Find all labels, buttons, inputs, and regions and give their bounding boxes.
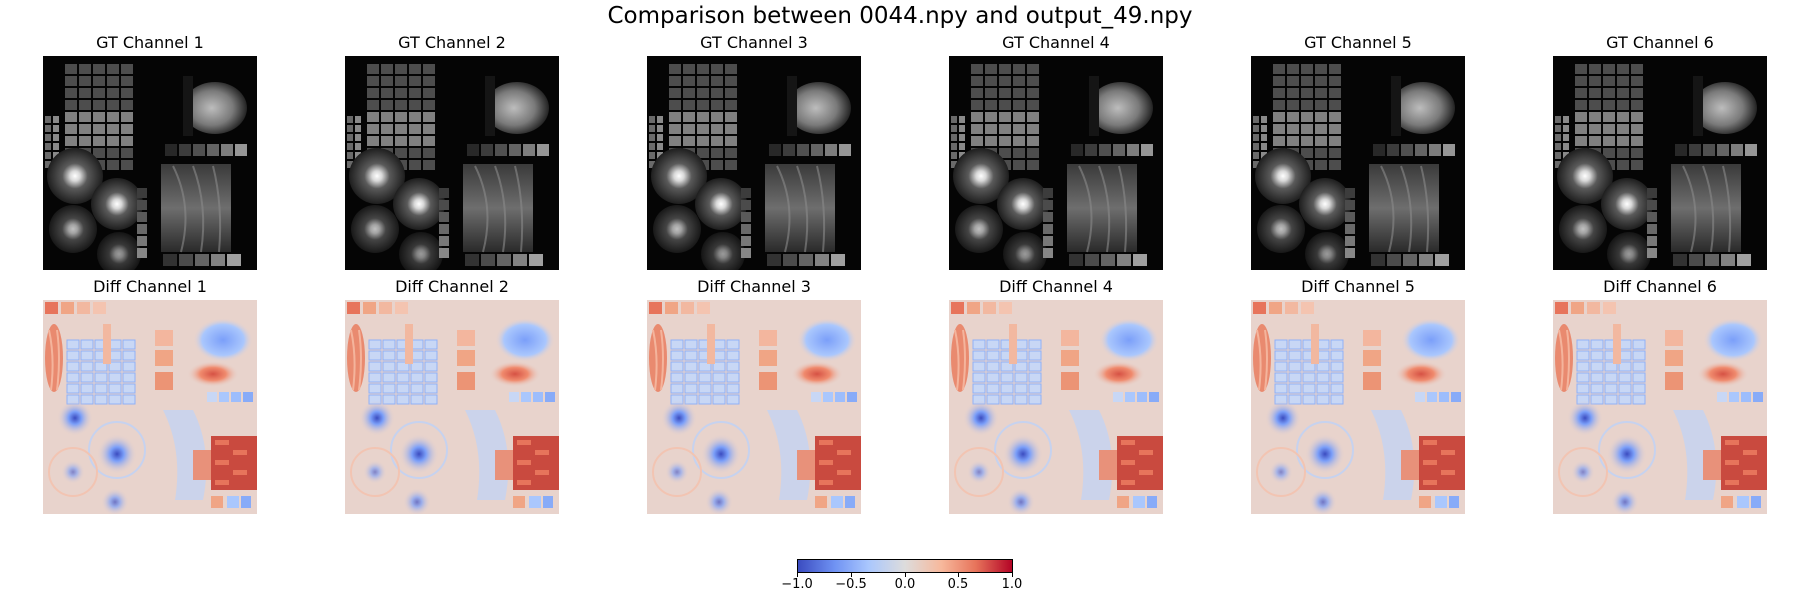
gt-channel-4-image (949, 56, 1163, 270)
gt-channel-6-image (1553, 56, 1767, 270)
colorbar-tick-label: 0.0 (894, 577, 916, 592)
gt-channel-2-image (345, 56, 559, 270)
gt-channel-6-title: GT Channel 6 (1606, 33, 1714, 52)
diff-channel-4-title: Diff Channel 4 (999, 277, 1113, 296)
gt-channel-3-title: GT Channel 3 (700, 33, 808, 52)
colorbar-tick-label: 1.0 (1001, 577, 1023, 592)
diff-channel-5-image (1251, 300, 1465, 514)
diff-channel-5-title: Diff Channel 5 (1301, 277, 1415, 296)
diff-channel-1-image (43, 300, 257, 514)
colorbar-tick-mark (905, 573, 906, 577)
gt-channel-5-image (1251, 56, 1465, 270)
colorbar-tick-label: −0.5 (835, 577, 867, 592)
colorbar-tick-mark (1012, 573, 1013, 577)
colorbar-tick-mark (958, 573, 959, 577)
colorbar-gradient (797, 559, 1013, 573)
colorbar-tick-mark (851, 573, 852, 577)
colorbar-tick-label: 0.5 (947, 577, 969, 592)
diff-channel-1-title: Diff Channel 1 (93, 277, 207, 296)
gt-channel-3-image (647, 56, 861, 270)
figure-title: Comparison between 0044.npy and output_4… (607, 3, 1193, 29)
diff-channel-4-image (949, 300, 1163, 514)
gt-channel-2-title: GT Channel 2 (398, 33, 506, 52)
diff-channel-2-image (345, 300, 559, 514)
colorbar-tick-label: −1.0 (781, 577, 813, 592)
gt-channel-4-title: GT Channel 4 (1002, 33, 1110, 52)
gt-channel-1-image (43, 56, 257, 270)
gt-channel-5-title: GT Channel 5 (1304, 33, 1412, 52)
colorbar-tick-mark (797, 573, 798, 577)
diff-channel-2-title: Diff Channel 2 (395, 277, 509, 296)
diff-channel-6-image (1553, 300, 1767, 514)
diff-channel-3-image (647, 300, 861, 514)
gt-channel-1-title: GT Channel 1 (96, 33, 204, 52)
diff-channel-3-title: Diff Channel 3 (697, 277, 811, 296)
diff-channel-6-title: Diff Channel 6 (1603, 277, 1717, 296)
